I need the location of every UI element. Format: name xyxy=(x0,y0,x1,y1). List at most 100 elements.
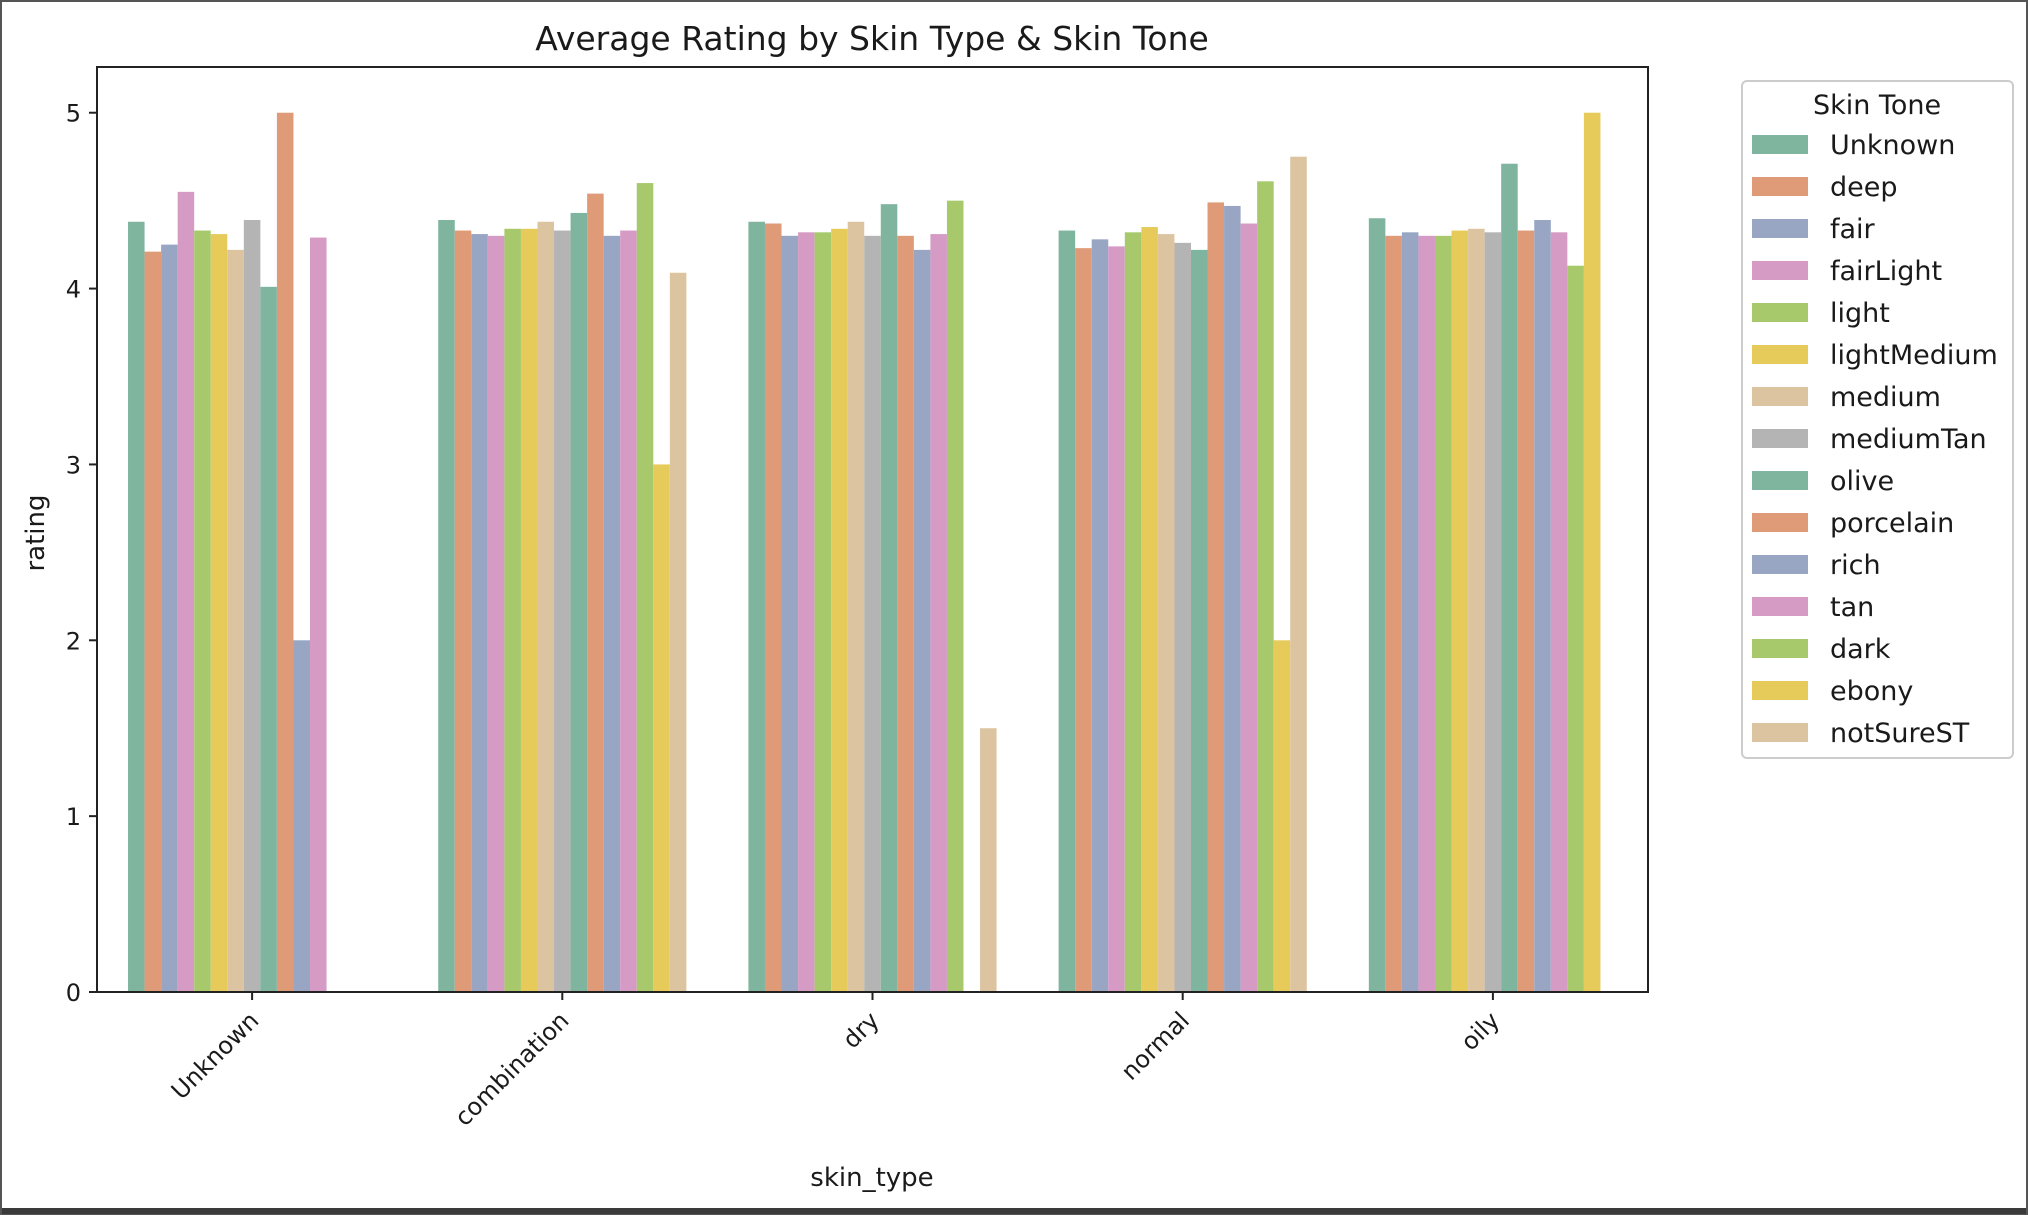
bar-olive-oily xyxy=(1501,163,1518,993)
bar-tan-Unknown xyxy=(310,237,327,993)
bar-mediumTan-normal xyxy=(1174,242,1191,992)
bar-light-Unknown xyxy=(194,230,211,992)
bar-dark-normal xyxy=(1257,181,1274,992)
bar-tan-oily xyxy=(1550,232,1568,992)
legend-label-notSureST: notSureST xyxy=(1830,718,1970,749)
bar-notSureST-combination xyxy=(669,272,687,992)
bar-porcelain-normal xyxy=(1207,202,1225,992)
legend-swatch-deep xyxy=(1752,177,1808,196)
bar-olive-normal xyxy=(1190,249,1208,992)
bar-deep-dry xyxy=(764,223,782,992)
bar-rich-combination xyxy=(603,235,621,992)
legend-swatch-fair xyxy=(1752,219,1808,238)
legend-swatch-olive xyxy=(1752,471,1808,490)
bar-rich-oily xyxy=(1534,219,1551,993)
bar-deep-Unknown xyxy=(144,251,162,992)
bar-lightMedium-combination xyxy=(520,228,538,992)
legend: Skin Tone Unknown deep fair fairLight light l… xyxy=(1741,80,2014,759)
bar-fair-oily xyxy=(1401,232,1419,992)
legend-label-Unknown: Unknown xyxy=(1830,130,1955,161)
bar-tan-normal xyxy=(1240,223,1258,992)
legend-label-tan: tan xyxy=(1830,592,1874,623)
y-axis-label: rating xyxy=(21,494,51,571)
bar-Unknown-combination xyxy=(438,219,455,993)
legend-swatch-mediumTan xyxy=(1752,429,1808,448)
bar-olive-combination xyxy=(570,212,588,992)
legend-label-porcelain: porcelain xyxy=(1830,508,1954,539)
bar-rich-dry xyxy=(913,249,931,992)
bar-lightMedium-oily xyxy=(1451,230,1469,992)
legend-items: Unknown deep fair fairLight light lightMedium… xyxy=(1752,130,1998,749)
bar-rich-normal xyxy=(1224,205,1241,993)
legend-label-olive: olive xyxy=(1830,466,1894,497)
legend-label-rich: rich xyxy=(1830,550,1881,581)
bar-porcelain-oily xyxy=(1517,230,1535,992)
legend-label-dark: dark xyxy=(1830,634,1891,665)
bar-fairLight-dry xyxy=(798,232,815,992)
bar-tan-dry xyxy=(930,234,947,992)
bar-ebony-combination xyxy=(653,464,670,992)
bar-medium-Unknown xyxy=(227,249,244,992)
legend-swatch-medium xyxy=(1752,387,1808,406)
bar-notSureST-normal xyxy=(1290,156,1307,993)
legend-label-fairLight: fairLight xyxy=(1830,256,1942,287)
legend-swatch-rich xyxy=(1752,555,1808,574)
legend-label-medium: medium xyxy=(1830,382,1941,413)
bar-fairLight-combination xyxy=(487,235,505,992)
legend-title: Skin Tone xyxy=(1813,90,1941,121)
bar-porcelain-combination xyxy=(587,193,604,992)
bar-dark-combination xyxy=(636,183,654,992)
bar-fair-dry xyxy=(781,235,799,992)
bar-medium-oily xyxy=(1468,228,1485,992)
bar-fair-combination xyxy=(471,234,488,992)
bar-fairLight-oily xyxy=(1418,235,1435,992)
legend-box xyxy=(1741,80,2014,759)
bar-deep-combination xyxy=(454,230,472,992)
legend-label-lightMedium: lightMedium xyxy=(1830,340,1998,371)
legend-label-light: light xyxy=(1830,298,1890,329)
x-axis-label: skin_type xyxy=(810,1163,933,1193)
bar-porcelain-Unknown xyxy=(276,112,294,993)
bars-layer xyxy=(128,112,1601,993)
bar-lightMedium-normal xyxy=(1141,227,1158,993)
bar-light-dry xyxy=(814,232,832,992)
bar-Unknown-normal xyxy=(1058,230,1076,992)
bar-porcelain-dry xyxy=(897,235,914,992)
y-tick-label: 2 xyxy=(66,627,81,655)
bar-fairLight-Unknown xyxy=(177,191,195,992)
bar-fair-normal xyxy=(1091,239,1109,993)
bar-lightMedium-dry xyxy=(831,228,848,992)
y-axis-ticks: 0 1 2 3 4 5 xyxy=(66,100,97,1007)
legend-swatch-porcelain xyxy=(1752,513,1808,532)
legend-swatch-notSureST xyxy=(1752,723,1808,742)
bar-dark-dry xyxy=(946,200,964,992)
y-tick-label: 5 xyxy=(66,100,81,128)
legend-label-fair: fair xyxy=(1830,214,1876,245)
legend-label-mediumTan: mediumTan xyxy=(1830,424,1987,455)
bar-lightMedium-Unknown xyxy=(210,234,228,992)
bar-ebony-oily xyxy=(1583,112,1601,993)
bar-notSureST-dry xyxy=(980,728,997,992)
bar-light-combination xyxy=(504,228,521,992)
bar-rich-Unknown xyxy=(293,640,311,992)
bar-light-normal xyxy=(1124,232,1142,992)
y-tick-label: 0 xyxy=(66,979,81,1007)
legend-swatch-tan xyxy=(1752,597,1808,616)
legend-label-deep: deep xyxy=(1830,172,1898,203)
bar-medium-dry xyxy=(847,221,865,992)
y-tick-label: 1 xyxy=(66,803,81,831)
legend-label-ebony: ebony xyxy=(1830,676,1913,707)
bar-deep-normal xyxy=(1075,248,1092,993)
bar-medium-combination xyxy=(537,221,555,992)
plot-area-frame xyxy=(96,66,1649,993)
legend-swatch-Unknown xyxy=(1752,135,1808,154)
bar-fair-Unknown xyxy=(161,244,178,992)
legend-swatch-ebony xyxy=(1752,681,1808,700)
bar-Unknown-Unknown xyxy=(128,221,145,992)
bar-medium-normal xyxy=(1157,234,1175,992)
bar-tan-combination xyxy=(620,230,637,992)
bar-olive-dry xyxy=(880,204,898,992)
bar-Unknown-oily xyxy=(1368,218,1386,993)
